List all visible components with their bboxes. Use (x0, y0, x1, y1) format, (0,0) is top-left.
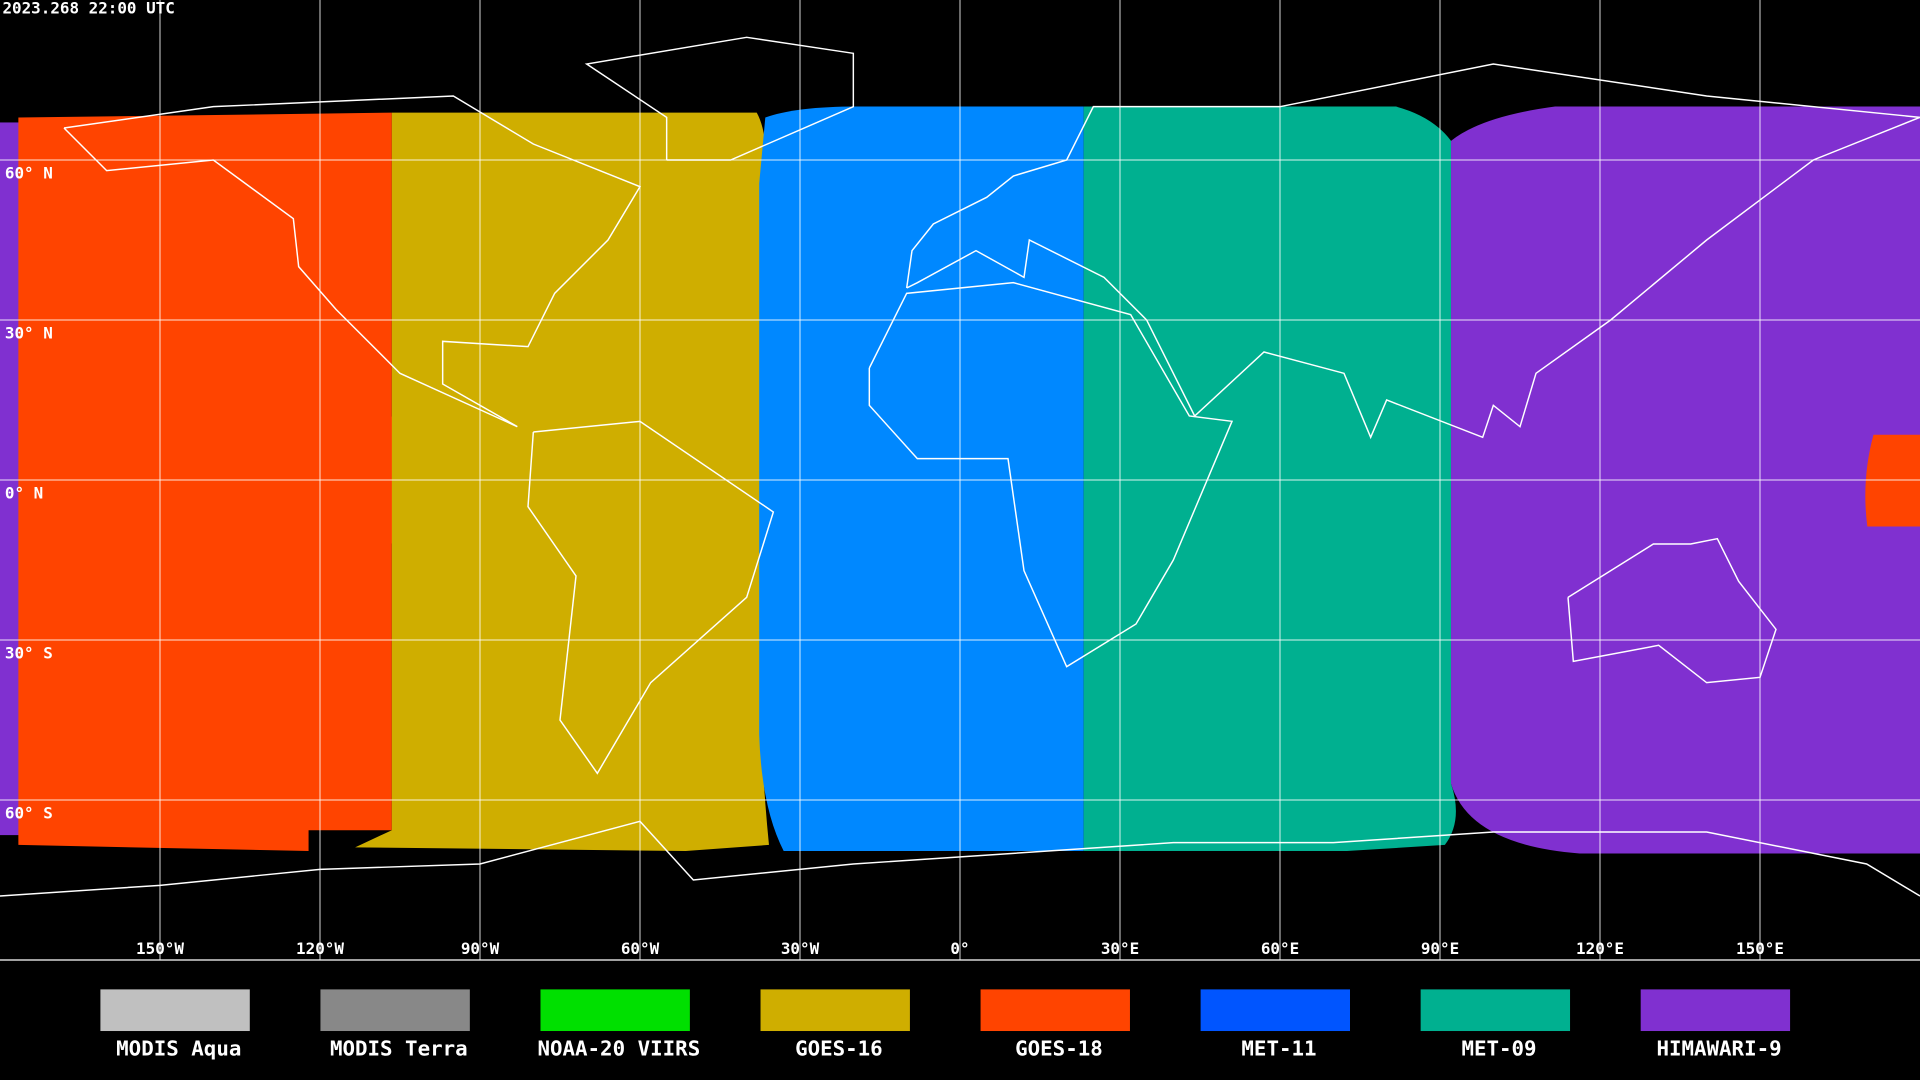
coastline (527, 420, 775, 775)
legend-swatch (540, 989, 690, 1032)
longitude-label: 120°W (296, 939, 344, 958)
region-himawari-edge (0, 122, 20, 836)
longitude-label: 120°E (1576, 939, 1624, 958)
longitude-label: 150°W (136, 939, 184, 958)
legend-swatch (320, 989, 470, 1032)
coastline (0, 820, 1920, 897)
legend-label: MET-09 (1461, 1037, 1536, 1061)
legend-swatch (980, 989, 1130, 1032)
longitude-label: 30°E (1101, 939, 1139, 958)
coastline (1567, 537, 1777, 684)
region-goes16 (355, 112, 769, 852)
coverage-regions (0, 106, 1920, 854)
longitude-label: 150°E (1736, 939, 1784, 958)
legend-label: MET-11 (1241, 1037, 1316, 1061)
timestamp: 2023.268 22:00 UTC (2, 0, 174, 17)
latitude-label: 0° N (5, 483, 43, 502)
region-met11 (759, 106, 1084, 852)
legend-label: NOAA-20 VIIRS (537, 1037, 700, 1061)
legend-label: GOES-18 (1015, 1037, 1103, 1061)
region-met09 (1083, 106, 1456, 852)
latitude-label: 30° S (5, 643, 53, 662)
longitude-label: 0° (950, 939, 969, 958)
latitude-label: 60° N (5, 163, 53, 182)
latitude-label: 30° N (5, 323, 53, 342)
legend-label: MODIS Terra (330, 1037, 468, 1061)
latitude-label: 60° S (5, 803, 53, 822)
longitude-label: 60°E (1261, 939, 1299, 958)
legend-swatch (1200, 989, 1350, 1032)
legend-swatch (760, 989, 910, 1032)
region-goes18-edge (1865, 434, 1920, 527)
legend-label: MODIS Aqua (116, 1037, 241, 1061)
coastline (868, 281, 1234, 668)
coastline (905, 63, 1920, 440)
region-goes18 (18, 112, 408, 852)
longitude-label: 60°W (621, 939, 660, 958)
legend-label: GOES-16 (795, 1037, 883, 1061)
coastline (63, 95, 642, 428)
legend-swatch (1420, 989, 1571, 1032)
longitude-label: 90°W (461, 939, 500, 958)
legend-label: HIMAWARI-9 (1656, 1037, 1781, 1061)
legend-swatch (1640, 989, 1791, 1032)
longitude-label: 90°E (1421, 939, 1459, 958)
graticule: 60° N 30° N 0° N 30° S 60° S 150°W 120°W 90°W 60… (0, 0, 1920, 960)
longitude-label: 30°W (781, 939, 820, 958)
legend: MODIS Aqua MODIS Terra NOAA-20 VIIRS GOES-1… (100, 989, 1791, 1061)
legend-swatch (100, 989, 250, 1032)
